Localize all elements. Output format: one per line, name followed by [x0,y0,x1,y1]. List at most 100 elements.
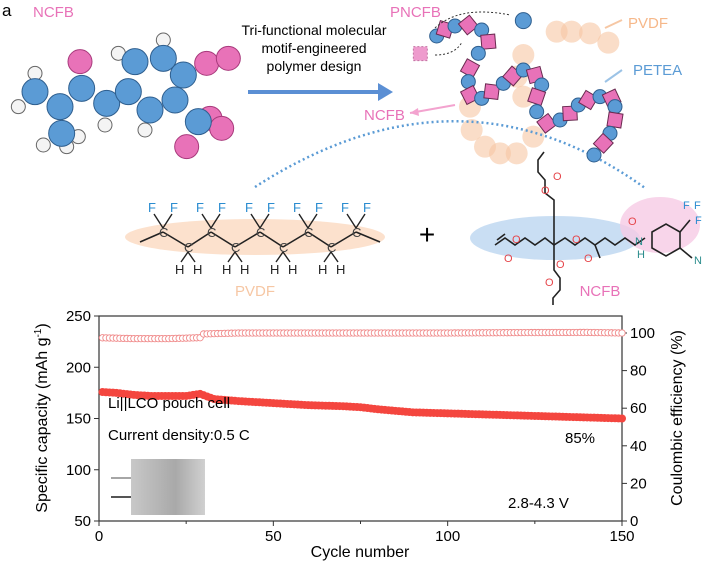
pouch-cell-photo [111,459,205,515]
ncfb-cube [457,14,479,36]
y2-tick-label: 20 [630,475,647,492]
bond [330,231,357,248]
ncfb-cube [606,111,624,129]
atom-h: H [318,262,327,277]
polymer-label: PNCFB [390,4,441,21]
y2-tick-label: 60 [630,400,647,417]
bond [139,231,164,243]
atom-c: C [327,240,336,255]
y2-tick-label: 0 [630,513,638,530]
atom-f: F [170,200,178,215]
atom-h: H [270,262,279,277]
y2-tick-label: 100 [630,325,655,342]
atom-c: C [231,240,240,255]
carbon-atom [149,44,177,72]
bond [259,213,270,229]
pvdf-bead [460,119,483,141]
ncfb-cube [483,83,501,101]
atom-o: O [572,234,581,246]
pvdf-bead [512,44,535,66]
bond [282,231,309,248]
petea-bead [586,147,602,163]
carbon-atom [114,78,142,106]
pvdf-bead [597,31,620,54]
atom-c: C [279,240,288,255]
bond [162,213,173,229]
design-arrow [248,83,393,101]
petea-bead [470,45,486,61]
y2-tick-label: 80 [630,363,647,380]
bond [275,251,284,263]
plus-sign: + [419,219,435,250]
pvdf-arrow [604,19,623,29]
hydrogen-atom [137,122,153,138]
pvdf-bead [512,85,535,108]
atom-o: O [584,253,593,265]
bond [210,231,236,248]
ncfb-cube [480,33,497,50]
y-tick-label: 250 [66,308,91,325]
y-axis-label: Specific capacity (mAh g-1) [33,323,51,512]
atom-c: C [256,225,265,240]
panel-label: a [2,1,12,20]
petea-bead [529,104,545,120]
atom-f: F [267,200,275,215]
carbon-atom [48,119,76,147]
atom-f: F [293,200,301,215]
ncfb-structure-label: NCFB [580,283,621,300]
carbon-atom [184,108,212,136]
bond [210,213,221,229]
pvdf-label: PVDF [628,15,668,32]
hydrogen-atom [97,117,113,133]
pvdf-bead [489,142,511,165]
x-tick-label: 50 [265,528,282,545]
pvdf-bead [522,125,545,148]
atom-h: H [240,262,249,277]
pvdf-bead [579,22,601,45]
atom-o: O [545,277,554,289]
ncfb-structure [494,151,693,305]
dashed-arrow-top [434,11,511,29]
carbon-atom [21,78,49,106]
atom-nh: N [635,236,643,248]
bond [355,231,381,243]
carbon-atom [169,61,197,89]
annotation-cell: Li||LCO pouch cell [108,395,230,412]
fluorine-oxygen-atom [194,50,220,76]
atom-f: F [694,200,701,212]
bond [180,251,189,263]
pvdf-structure-label: PVDF [235,283,275,300]
bond [346,213,357,229]
bond [234,231,261,248]
atom-f: F [245,200,253,215]
fluorine-oxygen-atom [215,45,241,71]
ncfb-ball-model [10,32,241,160]
atom-o: O [556,259,565,271]
capacity-point [618,414,626,423]
y-tick-label: 50 [74,513,91,530]
atom-f: F [695,215,702,227]
hydrogen-atom [10,99,26,115]
ce-point [618,329,626,337]
atom-h: H [336,262,345,277]
atom-f: F [196,200,204,215]
coulombic-efficiency-series [98,328,626,343]
fluorine-oxygen-atom [174,134,200,160]
y2-tick-label: 40 [630,438,647,455]
petea-bead [607,99,623,115]
carbon-atom [93,89,121,117]
carbon-atom [46,93,74,121]
petea-label: PETEA [633,62,682,79]
bond [323,251,332,263]
atom-o: O [512,234,521,246]
pncfb-polymer-chain [412,12,624,163]
annotation-retention: 85% [565,430,595,447]
bond [355,213,366,229]
pvdf-bead [560,20,583,43]
atom-n: N [694,255,702,267]
pvdf-structure: F FCF FCF FCF FCF FCH HCH HCH HCH HC [139,200,381,277]
ncfb-side-label: NCFB [364,107,405,124]
atom-c: C [304,225,313,240]
